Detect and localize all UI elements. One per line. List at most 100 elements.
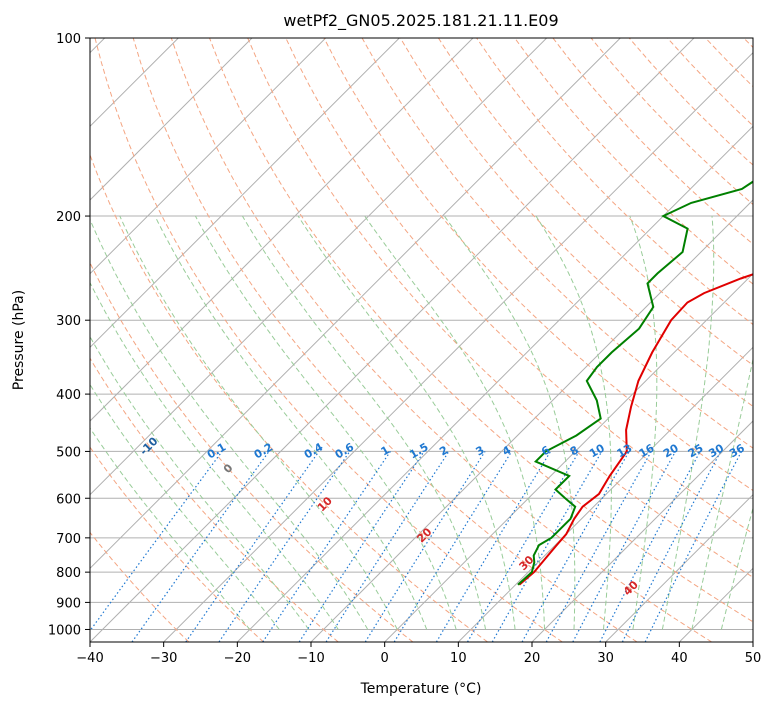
moist-adiabat-line [90, 281, 339, 630]
x-tick-label: 50 [745, 651, 762, 666]
dry-adiabat-line [90, 531, 190, 642]
dry-adiabat-line [90, 446, 264, 642]
moist-adiabat-line [443, 215, 576, 630]
mixing-ratio-line [644, 451, 743, 642]
dewpoint-profile-line [517, 180, 753, 586]
dry-adiabat-label: -10 [137, 434, 160, 457]
x-tick-label: −40 [76, 651, 103, 666]
x-tick-label: −10 [297, 651, 324, 666]
chart-title: wetPf2_GN05.2025.181.21.11.E09 [283, 11, 558, 31]
mixing-ratio-line [325, 451, 450, 642]
moist-adiabat-line [691, 356, 753, 630]
x-axis-label: Temperature (°C) [360, 681, 482, 697]
plot-area [90, 38, 753, 642]
dry-adiabat-label: 0 [221, 461, 236, 476]
moist-adiabat-line [119, 215, 398, 630]
mixing-ratio-line [621, 451, 722, 642]
x-tick-label: 0 [381, 651, 389, 666]
dry-adiabat-line [90, 357, 339, 642]
mixing-ratio-line [521, 451, 630, 642]
mixing-ratio-label: 4 [500, 443, 513, 458]
mixing-ratio-line [572, 451, 677, 642]
dry-adiabat-line [247, 38, 753, 578]
dry-adiabat-line [705, 38, 753, 88]
temperature-profile-line [518, 273, 753, 586]
isotherm-line [605, 493, 753, 642]
y-tick-label: 500 [56, 445, 81, 460]
mixing-ratio-line [466, 451, 580, 642]
dry-adiabat-line [590, 38, 753, 206]
y-tick-label: 300 [56, 314, 81, 329]
mixing-ratio-label: 0.1 [205, 440, 228, 461]
mixing-ratio-line [545, 451, 652, 642]
mixing-ratio-label: 0.2 [252, 440, 275, 461]
mixing-ratio-label: 1.5 [407, 440, 430, 461]
isotherm-line [457, 346, 753, 642]
dry-adiabat-line [361, 38, 753, 449]
moist-adiabat-line [90, 383, 280, 630]
plot-frame [89, 37, 754, 643]
mixing-ratio-line [298, 451, 425, 642]
isotherm-line [678, 567, 753, 642]
dry-adiabat-line [94, 38, 563, 642]
mixing-ratio-label: 13 [615, 441, 635, 460]
y-tick-label: 900 [56, 596, 81, 611]
y-axis-label: Pressure (hPa) [11, 290, 27, 390]
y-tick-label: 600 [56, 492, 81, 507]
dry-adiabat-line [90, 153, 488, 642]
dry-adiabat-line [514, 38, 753, 285]
isotherm-line [90, 38, 327, 275]
mixing-ratio-line [393, 451, 513, 642]
isotherm-line [752, 641, 753, 642]
mixing-ratio-line [90, 451, 223, 632]
isotherm-line [531, 420, 753, 642]
moist-adiabat-line [194, 215, 457, 630]
dry-adiabat-line [667, 38, 753, 127]
mixing-ratio-label: 0.4 [302, 440, 326, 461]
mixing-ratio-line [131, 451, 270, 642]
y-tick-label: 100 [56, 32, 81, 47]
x-tick-label: −20 [224, 651, 251, 666]
dry-adiabat-line [743, 38, 753, 49]
mixing-ratio-line [218, 451, 351, 642]
mixing-ratio-label: 25 [686, 441, 706, 460]
moist-adiabat-line [364, 215, 545, 630]
moist-adiabat-line [90, 427, 251, 630]
dry-adiabat-line [132, 38, 638, 642]
moist-adiabat-line [661, 215, 715, 630]
line-labels: 0.1 0.2 0.4 0.6 1 1.5 2 3 4 6 8 10 13 16 20 25 30 36-1001… [137, 434, 747, 598]
moist-adiabat-line [90, 335, 310, 630]
isotherm-line [90, 38, 548, 496]
mixing-ratio-line [262, 451, 391, 642]
dry-adiabat-line [399, 38, 753, 408]
y-tick-label: 200 [56, 210, 81, 225]
isotherm-line [90, 38, 695, 642]
y-tick-label: 400 [56, 388, 81, 403]
mixing-ratio-line [185, 451, 320, 642]
axes-ticks: −40 −30 −20 −10 0 10 20 30 40 5010020030040050060… [48, 32, 761, 666]
moist-adiabat-line [297, 215, 516, 630]
moist-adiabat-line [241, 215, 487, 630]
isotherm-line [163, 51, 753, 642]
isotherm-line [90, 38, 400, 349]
moist-adiabat-line [90, 218, 369, 630]
mixing-ratio-label: 10 [587, 441, 607, 460]
x-tick-label: 40 [671, 651, 688, 666]
dry-adiabat-line [437, 38, 753, 366]
y-tick-label: 700 [56, 532, 81, 547]
isotherm-line [90, 38, 253, 201]
moist-adiabat-line [154, 215, 428, 630]
isotherm-line [236, 125, 753, 642]
dry-adiabat-line [90, 261, 414, 642]
x-tick-label: 20 [524, 651, 541, 666]
isotherm-line [90, 38, 474, 422]
mixing-ratio-label: 16 [637, 441, 657, 460]
x-tick-label: 10 [450, 651, 467, 666]
y-tick-label: 1000 [48, 623, 81, 638]
x-tick-label: 30 [597, 651, 614, 666]
mixing-ratio-label: 0.6 [333, 440, 357, 461]
dry-adiabat-line [323, 38, 753, 492]
x-tick-label: −30 [150, 651, 177, 666]
y-tick-label: 800 [56, 566, 81, 581]
